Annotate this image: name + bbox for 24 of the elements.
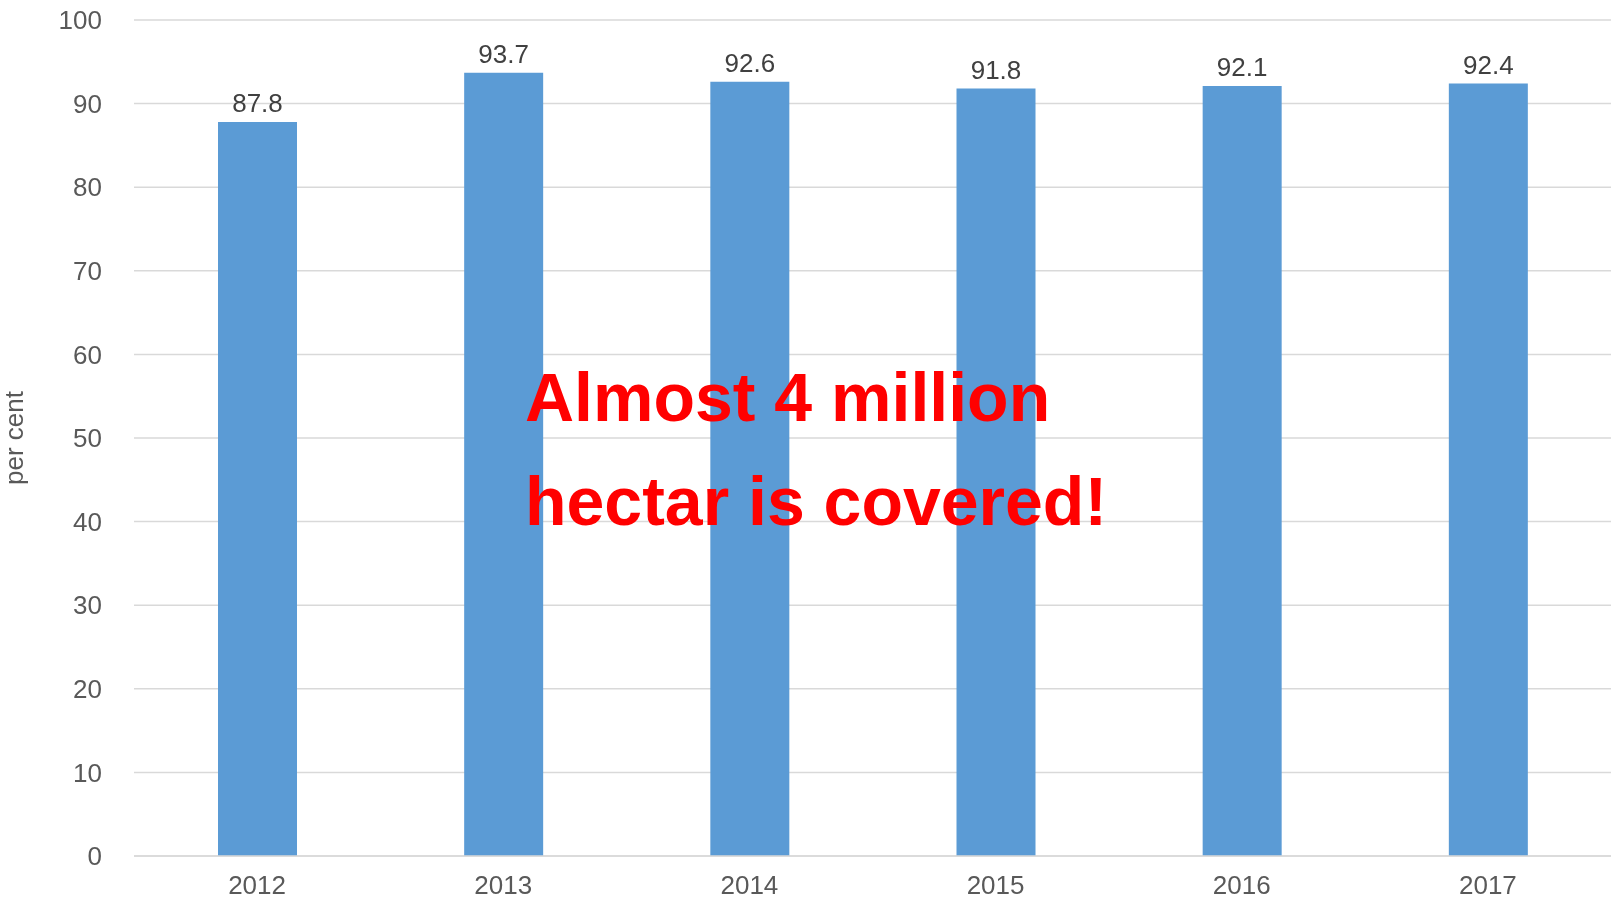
x-tick-label: 2014 — [720, 870, 779, 901]
y-tick-label: 100 — [58, 5, 102, 36]
y-tick-label: 80 — [73, 172, 102, 203]
y-tick-label: 60 — [73, 339, 102, 370]
x-tick-label: 2013 — [474, 870, 533, 901]
data-label: 92.4 — [1463, 49, 1514, 80]
x-tick-label: 2016 — [1212, 870, 1271, 901]
y-tick-label: 90 — [73, 88, 102, 119]
y-axis-title: per cent — [0, 390, 30, 485]
y-tick-label: 70 — [73, 256, 102, 287]
data-label: 91.8 — [970, 54, 1022, 85]
data-label: 92.6 — [724, 47, 776, 78]
data-label: 92.1 — [1216, 52, 1268, 83]
x-tick-label: 2012 — [228, 870, 287, 901]
data-label: 93.7 — [478, 38, 529, 69]
y-tick-label: 30 — [73, 590, 102, 621]
x-tick-label: 2015 — [966, 870, 1025, 901]
y-tick-label: 50 — [73, 423, 102, 454]
y-tick-label: 0 — [87, 841, 102, 872]
x-tick-label: 2017 — [1458, 870, 1517, 901]
data-label: 87.8 — [232, 87, 283, 118]
y-tick-label: 10 — [73, 757, 102, 788]
y-tick-label: 40 — [73, 506, 102, 537]
y-tick-label: 20 — [73, 674, 102, 705]
